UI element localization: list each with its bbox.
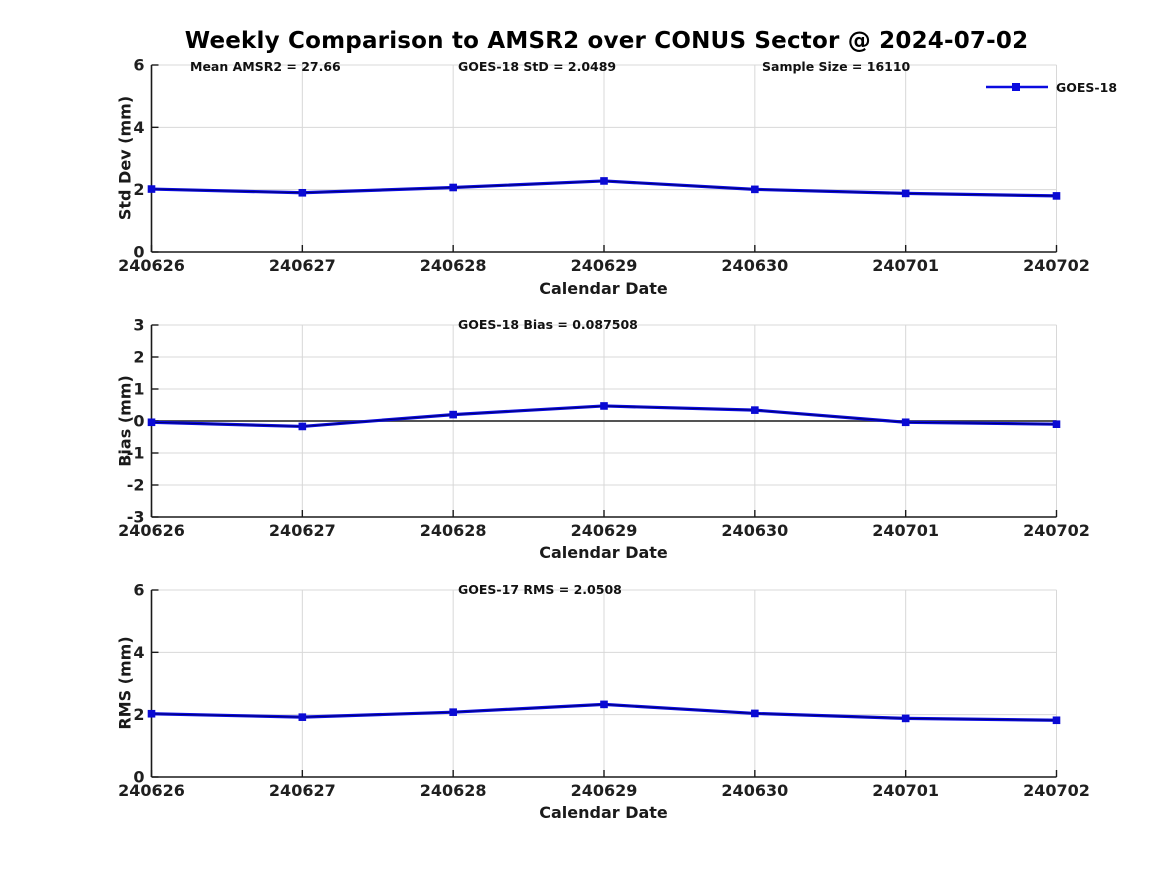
data-marker [449,183,457,192]
std-dev-plot: 240626 240627 240628 240629 240630 240701 2407… [118,56,1090,276]
data-marker [901,714,910,723]
data-marker [751,185,759,194]
y-tick-label: 2 [133,348,144,367]
y-tick-label: 0 [133,768,144,787]
legend-label: GOES-18 [1056,79,1118,95]
legend-line-icon [986,83,1048,91]
y-tick-label: 6 [133,56,144,75]
x-tick-label: 240627 [269,781,336,800]
x-tick-label: 240630 [721,521,788,540]
x-tick-label: 240626 [118,521,185,540]
bias-plot: 240626 240627 240628 240629 240630 240701 2407… [118,316,1090,541]
data-marker [751,406,759,414]
data-marker [1052,420,1061,428]
data-marker [298,713,307,721]
x-tick-label: 240702 [1023,521,1090,540]
data-marker [449,410,457,419]
annotation-goes18-std: GOES-18 StD = 2.0489 [458,59,617,74]
annotation-mean-amsr2: Mean AMSR2 = 27.66 [190,59,341,74]
data-marker [1052,716,1061,725]
x-axis-label-rms: Calendar Date [539,803,668,822]
data-marker [1052,192,1061,200]
x-axis-label-bias: Calendar Date [539,543,668,562]
y-tick-label: 4 [133,118,144,137]
x-tick-label: 240629 [571,781,638,800]
x-tick-label: 240626 [118,256,185,275]
data-marker [298,422,307,431]
x-tick-label: 240629 [571,256,638,275]
data-marker [449,708,457,716]
x-tick-label: 240701 [872,781,939,800]
x-tick-label: 240630 [721,256,788,275]
x-tick-label: 240628 [420,521,487,540]
y-tick-label: 3 [133,316,144,335]
y-tick-label: 2 [133,180,144,199]
annotation-goes18-bias: GOES-18 Bias = 0.087508 [458,317,638,332]
x-tick-label: 240628 [420,781,487,800]
y-tick-label: 0 [133,243,144,262]
y-tick-label: 1 [133,380,144,399]
y-axis-label-bias: Bias (mm) [115,375,135,467]
data-marker [751,709,759,718]
figure-title: Weekly Comparison to AMSR2 over CONUS Se… [184,28,1029,54]
annotation-sample-size: Sample Size = 16110 [762,59,911,74]
y-tick-label: -3 [127,508,145,527]
y-axis-label-stddev: Std Dev (mm) [115,95,135,221]
rms-plot: 240626 240627 240628 240629 240630 240701 2407… [118,581,1090,801]
x-tick-label: 240626 [118,781,185,800]
x-tick-label: 240701 [872,256,939,275]
data-marker [600,177,608,185]
x-tick-label: 240628 [420,256,487,275]
x-tick-label: 240630 [721,781,788,800]
x-tick-label: 240627 [269,521,336,540]
y-axis-label-rms: RMS (mm) [115,636,135,730]
y-tick-label: -2 [127,476,145,495]
y-tick-label: 2 [133,705,144,724]
x-axis-label-stddev: Calendar Date [539,279,668,298]
data-marker [901,418,910,427]
y-tick-label: 4 [133,643,144,662]
data-marker [147,185,156,193]
data-marker [298,188,307,197]
data-marker [147,418,156,427]
x-tick-label: 240702 [1023,781,1090,800]
x-tick-label: 240701 [872,521,939,540]
annotation-goes17-rms: GOES-17 RMS = 2.0508 [458,582,622,597]
data-marker [600,700,608,709]
data-marker [901,189,910,198]
legend: GOES-18 [985,79,1117,95]
x-tick-label: 240702 [1023,256,1090,275]
y-tick-label: 6 [133,581,144,600]
data-marker [600,402,608,410]
y-tick-label: -1 [127,444,145,463]
x-tick-label: 240629 [571,521,638,540]
y-tick-label: 0 [133,412,144,431]
data-marker [147,709,156,718]
x-tick-label: 240627 [269,256,336,275]
